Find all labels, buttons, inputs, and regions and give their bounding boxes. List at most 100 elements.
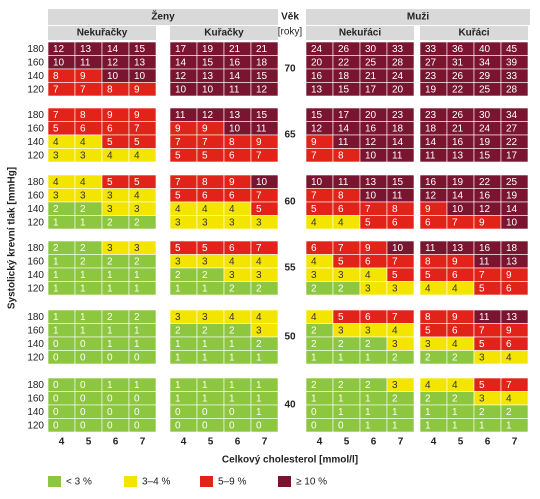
risk-value: 9 (506, 270, 512, 281)
x-tick-label: 4 (59, 437, 65, 448)
x-tick-label: 6 (485, 437, 491, 448)
risk-value: 2 (311, 283, 317, 294)
risk-value: 10 (107, 71, 119, 82)
risk-value: 2 (452, 393, 458, 404)
risk-value: 5 (425, 325, 431, 336)
risk-value: 24 (311, 44, 323, 55)
risk-cell (250, 350, 279, 365)
risk-value: 6 (229, 243, 235, 254)
risk-cell (500, 418, 529, 433)
risk-value: 1 (202, 393, 208, 404)
risk-cell (250, 215, 279, 230)
risk-value: 2 (53, 243, 59, 254)
risk-value: 1 (425, 420, 431, 431)
x-axis-label: Celkový cholesterol [mmol/l] (222, 455, 358, 466)
risk-value: 3 (53, 190, 59, 201)
risk-value: 1 (479, 420, 485, 431)
risk-value: 9 (452, 256, 458, 267)
risk-value: 0 (107, 352, 113, 363)
risk-value: 15 (202, 57, 214, 68)
risk-value: 2 (506, 407, 512, 418)
risk-value: 13 (311, 84, 323, 95)
risk-value: 10 (365, 190, 377, 201)
risk-cell (250, 418, 279, 433)
risk-value: 1 (134, 380, 140, 391)
risk-value: 19 (452, 177, 464, 188)
risk-value: 1 (452, 420, 458, 431)
risk-value: 5 (175, 243, 181, 254)
risk-value: 2 (256, 283, 262, 294)
risk-value: 3 (338, 325, 344, 336)
risk-value: 7 (175, 137, 181, 148)
risk-value: 3 (175, 312, 181, 323)
risk-value: 1 (256, 407, 262, 418)
risk-value: 3 (256, 217, 262, 228)
risk-value: 21 (452, 123, 464, 134)
risk-value: 2 (229, 283, 235, 294)
risk-value: 10 (134, 71, 146, 82)
risk-value: 12 (256, 84, 268, 95)
risk-cell (128, 215, 157, 230)
risk-value: 5 (53, 123, 59, 134)
risk-value: 4 (425, 283, 431, 294)
risk-value: 2 (338, 339, 344, 350)
risk-value: 11 (392, 190, 403, 201)
risk-value: 10 (365, 150, 377, 161)
group-header-band (306, 26, 414, 40)
risk-value: 11 (175, 110, 186, 121)
x-tick-label: 7 (512, 437, 518, 448)
risk-value: 21 (365, 71, 377, 82)
risk-value: 9 (479, 217, 485, 228)
y-tick-label: 120 (27, 150, 44, 161)
risk-value: 1 (107, 380, 113, 391)
risk-value: 3 (175, 217, 181, 228)
y-tick-label: 140 (27, 407, 44, 418)
risk-value: 2 (107, 217, 113, 228)
risk-value: 7 (256, 190, 262, 201)
risk-value: 3 (229, 270, 235, 281)
risk-value: 15 (479, 150, 491, 161)
risk-value: 7 (53, 110, 59, 121)
risk-value: 3 (479, 352, 485, 363)
risk-value: 2 (311, 325, 317, 336)
risk-value: 4 (229, 312, 235, 323)
risk-value: 1 (134, 339, 140, 350)
risk-value: 1 (53, 283, 59, 294)
risk-value: 18 (338, 71, 350, 82)
x-tick-label: 5 (344, 437, 350, 448)
x-tick-label: 6 (371, 437, 377, 448)
risk-value: 2 (256, 339, 262, 350)
risk-value: 4 (338, 217, 344, 228)
risk-value: 3 (107, 243, 113, 254)
risk-value: 2 (175, 325, 181, 336)
risk-value: 27 (506, 123, 518, 134)
risk-cell (500, 281, 529, 296)
risk-value: 6 (229, 190, 235, 201)
risk-value: 2 (392, 352, 398, 363)
risk-value: 33 (506, 71, 518, 82)
legend-swatch (48, 476, 61, 487)
risk-value: 3 (392, 283, 398, 294)
risk-value: 8 (53, 71, 59, 82)
risk-value: 4 (202, 204, 208, 215)
risk-value: 11 (392, 150, 403, 161)
risk-value: 18 (392, 123, 404, 134)
risk-value: 3 (107, 190, 113, 201)
risk-value: 12 (107, 57, 119, 68)
risk-value: 0 (53, 352, 59, 363)
risk-value: 5 (175, 190, 181, 201)
age-label: 55 (284, 263, 296, 274)
risk-value: 6 (365, 256, 371, 267)
risk-value: 7 (452, 217, 458, 228)
x-tick-label: 5 (208, 437, 214, 448)
risk-value: 0 (256, 420, 262, 431)
risk-value: 9 (311, 137, 317, 148)
risk-value: 21 (229, 44, 241, 55)
risk-value: 9 (80, 71, 86, 82)
risk-value: 4 (229, 256, 235, 267)
risk-value: 14 (452, 190, 464, 201)
risk-value: 23 (425, 71, 437, 82)
risk-value: 10 (202, 84, 214, 95)
risk-value: 22 (506, 137, 518, 148)
risk-value: 1 (365, 420, 371, 431)
